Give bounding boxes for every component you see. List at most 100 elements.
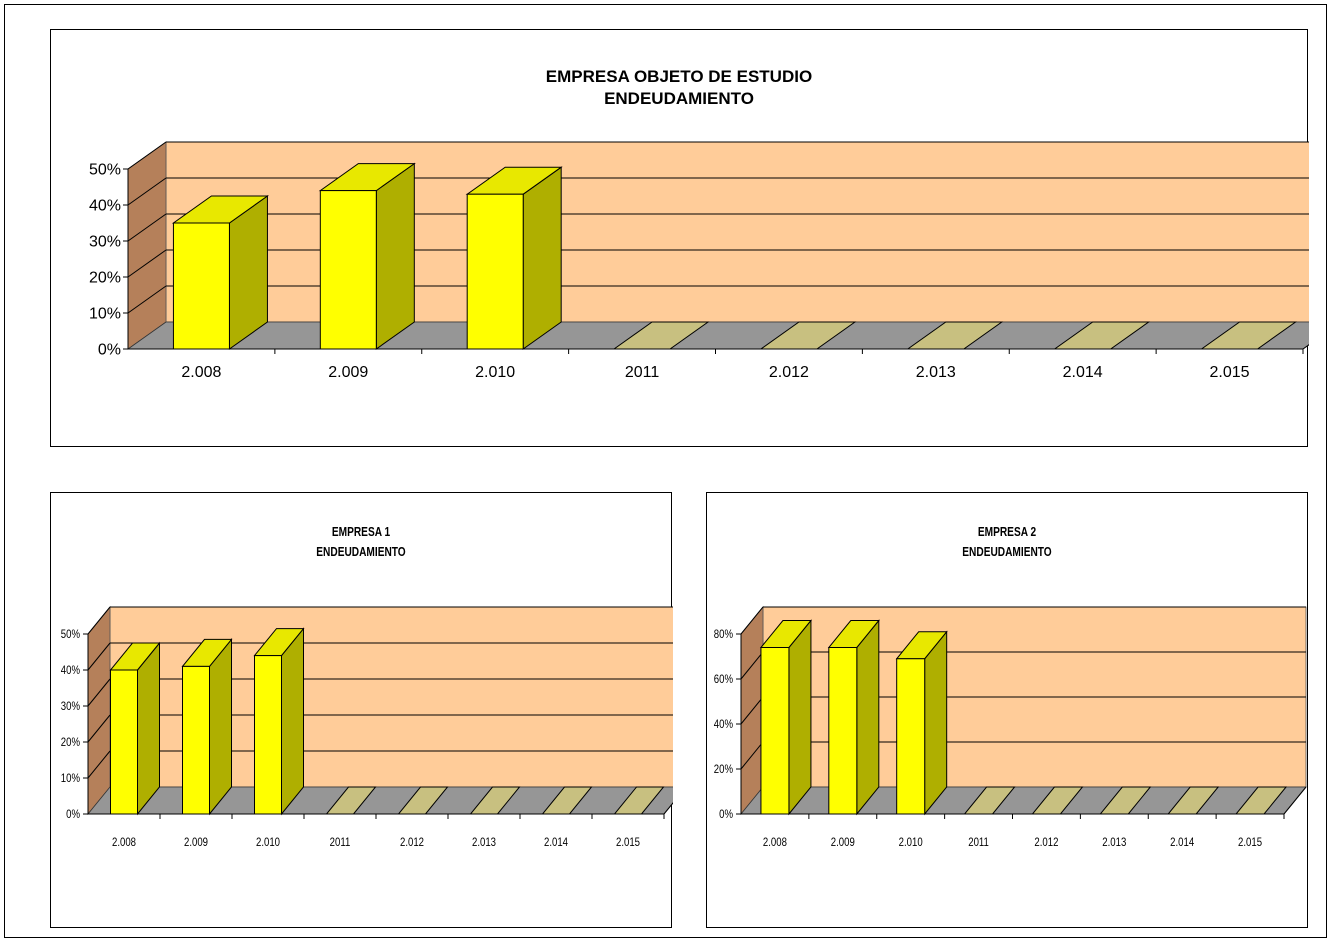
bar-empty xyxy=(397,786,449,815)
gridline-side xyxy=(740,696,764,725)
bar-empty xyxy=(1167,786,1220,815)
bar xyxy=(541,786,593,815)
bar xyxy=(469,786,521,815)
bar xyxy=(613,786,665,815)
bar-front xyxy=(896,658,926,815)
x-tick-label: 2.014 xyxy=(544,836,568,849)
bar xyxy=(895,630,948,816)
chart-empresa-2[interactable]: EMPRESA 2 ENDEUDAMIENTO 0% 20% 40% 60% 80% 2.… xyxy=(706,492,1308,928)
chart-plot: 0% 10% 20% 30% 40% 50% 2.008 2.009 2.010 2011 2.01… xyxy=(89,141,1309,381)
chart-empresa-1[interactable]: EMPRESA 1 ENDEUDAMIENTO 0% 10% 20% 30% 40% 50… xyxy=(50,492,673,928)
bar xyxy=(759,619,812,816)
y-tick-label: 10% xyxy=(61,772,81,785)
y-tick-label: 80% xyxy=(714,628,734,641)
bar-empty xyxy=(613,786,665,815)
bar-side xyxy=(281,627,304,816)
bar-front xyxy=(182,665,210,815)
y-tick-label: 20% xyxy=(714,763,734,776)
bar xyxy=(1167,786,1220,815)
x-tick-label: 2.015 xyxy=(1238,836,1262,849)
x-tick-label: 2.009 xyxy=(184,836,208,849)
bar xyxy=(109,641,161,816)
floor-edge xyxy=(663,802,673,815)
gridline-side xyxy=(87,678,111,707)
chart-title-line1: EMPRESA 1 xyxy=(331,524,391,539)
bar-front xyxy=(319,190,377,350)
gridline-side xyxy=(87,642,111,671)
gridline-side xyxy=(127,177,167,206)
bar-front xyxy=(828,647,858,815)
chart-plot: 0% 20% 40% 60% 80% 2.008 2.009 2.010 2011 2.012 2.… xyxy=(714,605,1307,849)
bar xyxy=(1099,786,1152,815)
x-tick-label: 2.013 xyxy=(1102,836,1126,849)
y-tick-label: 40% xyxy=(714,718,734,731)
bar-empty xyxy=(541,786,593,815)
bar-front xyxy=(760,647,790,815)
x-tick-label: 2011 xyxy=(625,364,660,381)
chart-plot: 0% 10% 20% 30% 40% 50% 2.008 2.009 2.010 2011 2.01… xyxy=(61,605,673,849)
x-tick-label: 2.015 xyxy=(1210,364,1250,381)
bar xyxy=(1199,321,1298,350)
bar-empty xyxy=(1235,786,1288,815)
bar-front xyxy=(466,193,524,350)
gridline-side xyxy=(87,750,111,779)
chart-empresa-objeto[interactable]: EMPRESA OBJETO DE ESTUDIO ENDEUDAMIENTO … xyxy=(50,29,1309,447)
bar xyxy=(612,321,710,350)
bar-empty xyxy=(906,321,1004,350)
bar-empty xyxy=(469,786,521,815)
y-tick-label: 10% xyxy=(89,306,121,323)
bar xyxy=(465,166,563,350)
bar xyxy=(181,637,233,816)
x-tick-label: 2.013 xyxy=(916,364,956,381)
chart-title: EMPRESA 1 ENDEUDAMIENTO xyxy=(119,522,603,562)
bar-empty xyxy=(1099,786,1152,815)
chart-title-line1: EMPRESA OBJETO DE ESTUDIO xyxy=(545,67,813,86)
y-tick-label: 20% xyxy=(89,270,121,287)
y-tick-label: 0% xyxy=(66,808,80,821)
y-tick-label: 50% xyxy=(61,628,81,641)
bar-side xyxy=(375,162,415,350)
bar xyxy=(906,321,1004,350)
bar xyxy=(325,786,377,815)
bar-empty xyxy=(1199,321,1298,350)
bar-side xyxy=(522,166,562,350)
gridline-side xyxy=(127,249,167,278)
x-tick-label: 2.008 xyxy=(112,836,136,849)
x-tick-label: 2.010 xyxy=(899,836,923,849)
bar-side xyxy=(856,619,880,816)
bar xyxy=(1031,786,1084,815)
y-tick-label: 40% xyxy=(89,198,121,215)
x-tick-label: 2.009 xyxy=(328,364,368,381)
bar xyxy=(253,627,305,816)
y-tick-label: 60% xyxy=(714,673,734,686)
floor-edge xyxy=(1283,786,1307,815)
x-tick-label: 2011 xyxy=(330,836,351,849)
gridline-side xyxy=(127,285,167,314)
x-tick-label: 2.010 xyxy=(256,836,280,849)
bar-side xyxy=(924,630,948,816)
gridline-side xyxy=(127,141,167,170)
bar xyxy=(963,786,1016,815)
x-tick-label: 2.010 xyxy=(475,364,515,381)
side-wall xyxy=(127,141,167,350)
bar-side xyxy=(137,641,160,816)
x-tick-label: 2.012 xyxy=(1034,836,1058,849)
chart-title-line2: ENDEUDAMIENTO xyxy=(604,89,754,108)
y-tick-label: 0% xyxy=(98,342,121,359)
bar xyxy=(1235,786,1288,815)
bar-front xyxy=(254,655,282,815)
x-tick-label: 2011 xyxy=(968,836,989,849)
bar-front xyxy=(172,222,230,350)
y-tick-label: 30% xyxy=(61,700,81,713)
y-tick-label: 20% xyxy=(61,736,81,749)
bar-side xyxy=(788,619,812,816)
y-tick-label: 0% xyxy=(719,808,733,821)
x-tick-label: 2.009 xyxy=(831,836,855,849)
x-tick-label: 2.014 xyxy=(1063,364,1103,381)
gridline-side xyxy=(87,606,111,635)
gridline-side xyxy=(740,651,764,680)
chart-title-line1: EMPRESA 2 xyxy=(977,524,1037,539)
side-wall xyxy=(87,605,111,816)
chart-title: EMPRESA 2 ENDEUDAMIENTO xyxy=(773,522,1241,562)
y-tick-label: 30% xyxy=(89,234,121,251)
